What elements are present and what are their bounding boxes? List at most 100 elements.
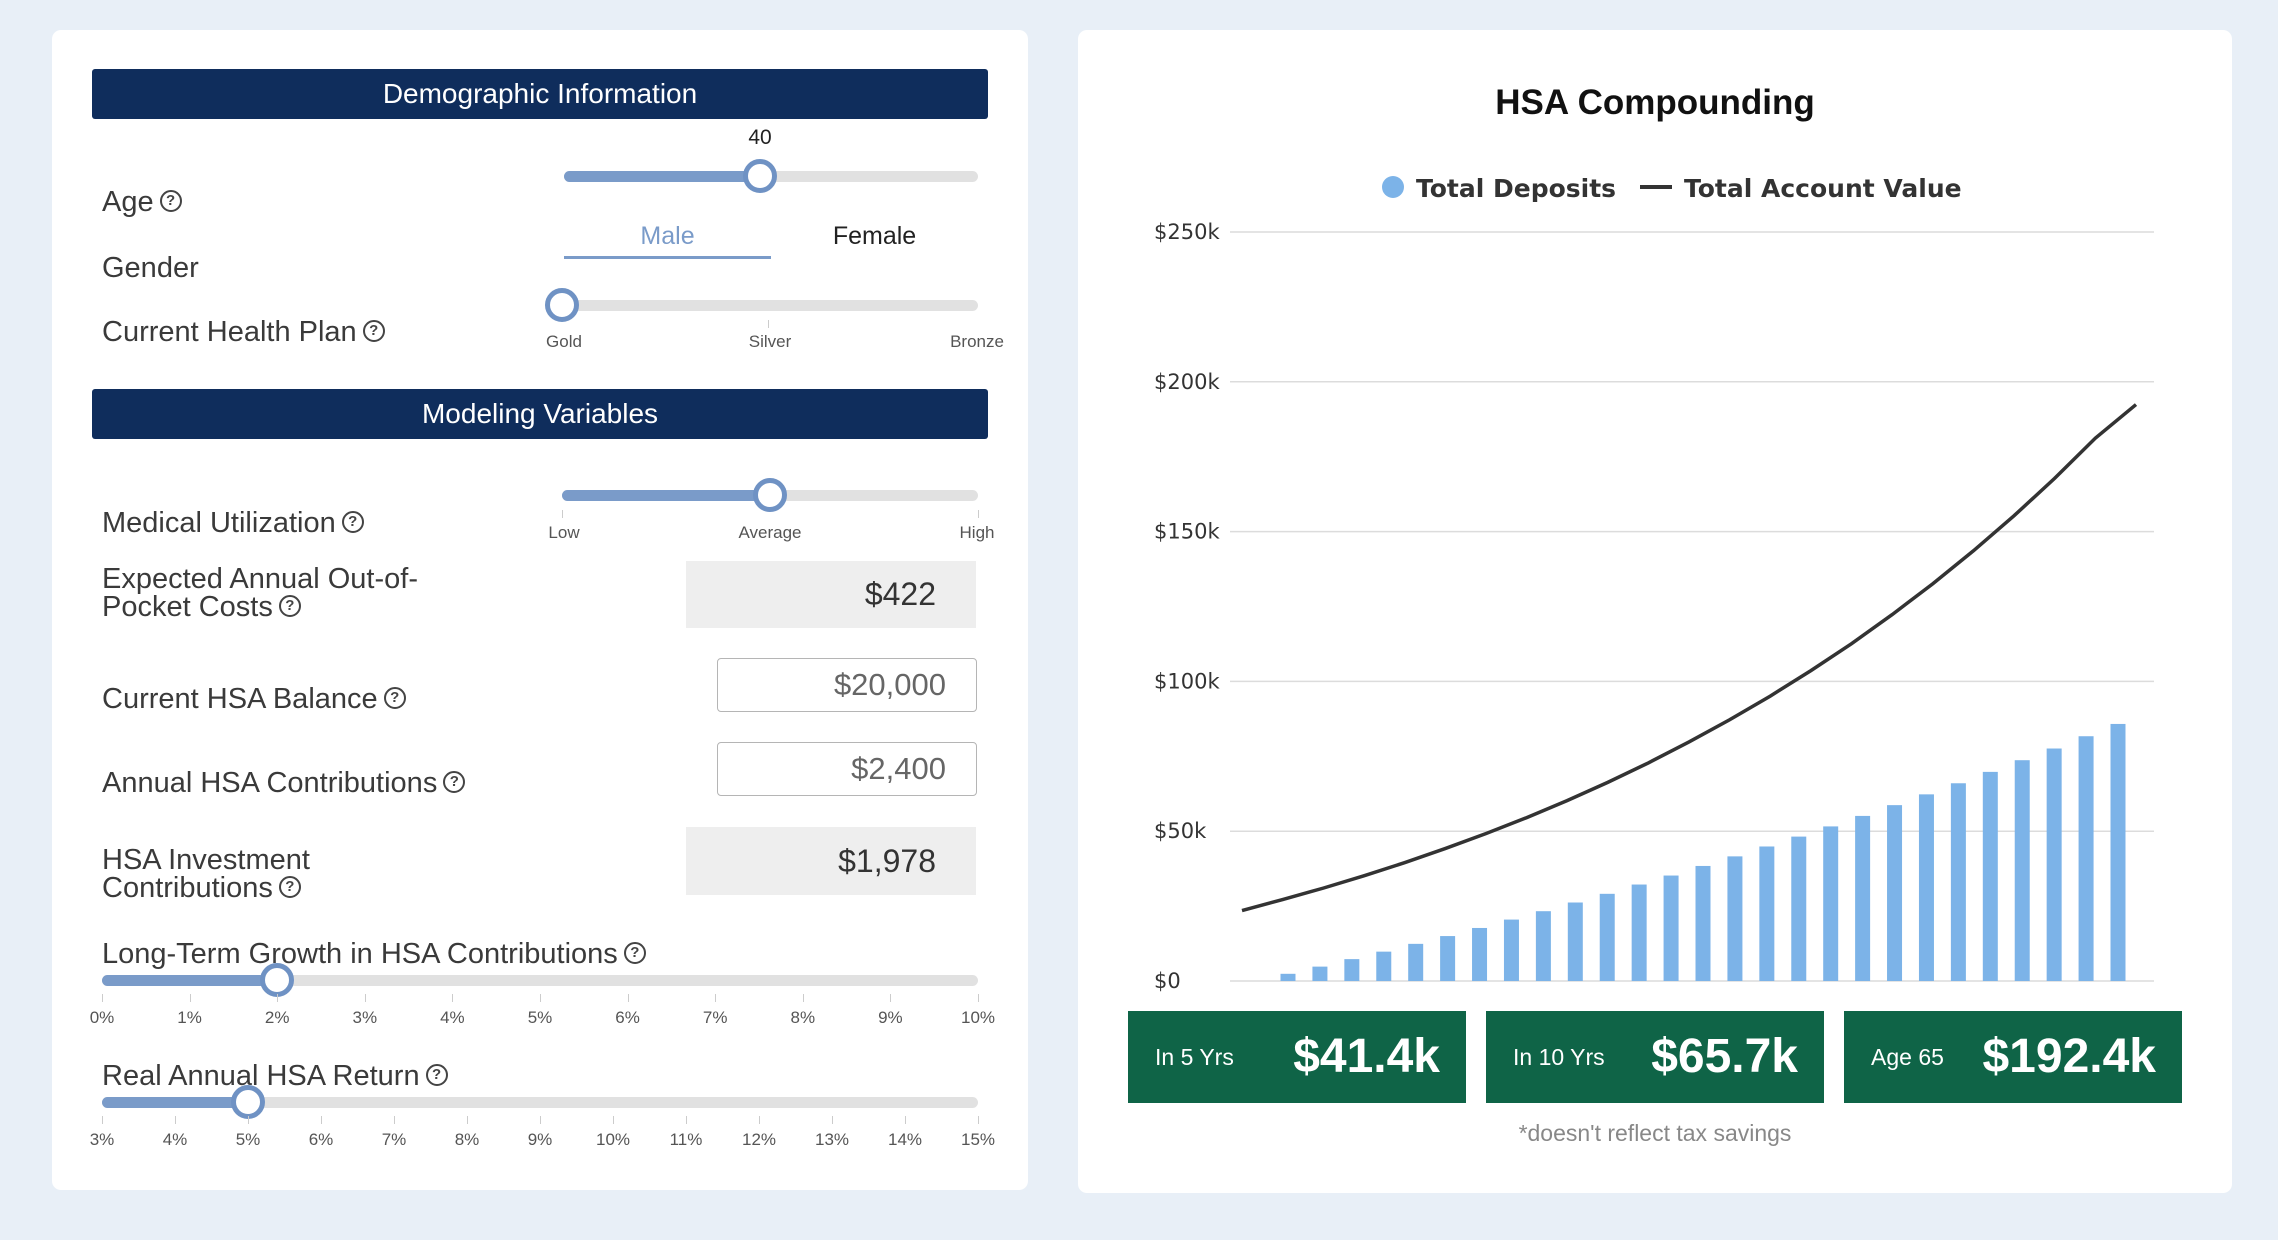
utilization-slider[interactable] (562, 478, 978, 512)
scale-tick (905, 1116, 906, 1124)
utilization-slider-fill (562, 490, 770, 501)
invest-value: $1,978 (686, 827, 976, 895)
footnote: *doesn't reflect tax savings (1518, 1120, 1792, 1146)
balance-label-text: Current HSA Balance (102, 683, 378, 715)
scale-tick-label: 9% (878, 1008, 903, 1027)
growth-slider-thumb[interactable] (260, 963, 295, 997)
growth-slider[interactable] (102, 963, 978, 997)
deposit-bar[interactable] (2046, 748, 2062, 981)
deposit-bar[interactable] (1503, 919, 1519, 981)
deposit-bar[interactable] (1855, 815, 1871, 981)
scale-tick (540, 994, 541, 1002)
help-icon[interactable]: ? (159, 190, 182, 213)
growth-label-text: Long-Term Growth in HSA Contributions (102, 938, 618, 970)
modeling-header: Modeling Variables (92, 389, 988, 439)
return-slider[interactable] (102, 1085, 978, 1119)
help-icon[interactable]: ? (383, 687, 406, 710)
stat-value: $41.4k (1293, 1030, 1440, 1083)
legend-total-deposits[interactable]: Total Deposits (1382, 174, 1616, 203)
plan-label-text: Current Health Plan (102, 316, 357, 348)
plan-tick (768, 320, 769, 328)
help-icon[interactable]: ? (425, 1064, 448, 1087)
help-icon[interactable]: ? (443, 771, 466, 794)
y-tick-label: $150k (1154, 520, 1220, 544)
deposit-bar[interactable] (1759, 846, 1775, 981)
utilization-slider-thumb[interactable] (753, 478, 787, 512)
deposit-bar[interactable] (1312, 966, 1328, 981)
scale-tick (759, 1116, 760, 1124)
deposit-bar[interactable] (1950, 783, 1966, 981)
help-icon[interactable]: ? (341, 511, 364, 534)
deposit-bar[interactable] (2078, 736, 2094, 981)
contrib-label: Annual HSA Contributions? (102, 767, 466, 799)
deposit-bar[interactable] (1376, 951, 1392, 981)
help-icon[interactable]: ? (623, 942, 646, 965)
gender-tab-female[interactable]: Female (832, 222, 917, 250)
gender-label: Gender (102, 252, 199, 284)
account-value-line[interactable] (1241, 403, 2138, 913)
y-tick-label: $100k (1154, 669, 1220, 693)
deposit-bar[interactable] (1663, 875, 1679, 981)
gender-tab-male[interactable]: Male (564, 222, 771, 259)
deposit-bar[interactable] (1823, 826, 1839, 981)
oop-label-line2-wrap: Pocket Costs? (102, 593, 418, 622)
utilization-label-text: Medical Utilization (102, 507, 336, 539)
deposit-bar[interactable] (1599, 893, 1615, 981)
return-slider-fill (102, 1097, 248, 1108)
deposit-bar[interactable] (1440, 936, 1456, 981)
deposit-bar[interactable] (1631, 884, 1647, 981)
age-slider[interactable]: 40 (564, 126, 978, 193)
scale-tick (978, 994, 979, 1002)
deposit-bar[interactable] (2014, 760, 2030, 981)
deposit-bar[interactable] (1791, 836, 1807, 981)
scale-tick (102, 994, 103, 1002)
plan-slider-thumb[interactable] (545, 288, 579, 322)
deposit-bar[interactable] (1695, 865, 1711, 981)
deposit-bar[interactable] (1887, 805, 1903, 981)
utilization-option-low: Low (548, 523, 580, 542)
contrib-input[interactable]: $2,400 (717, 742, 977, 796)
help-icon[interactable]: ? (362, 320, 385, 343)
growth-label: Long-Term Growth in HSA Contributions? (102, 940, 646, 969)
deposit-bar[interactable] (1727, 856, 1743, 981)
scale-tick-label: 10% (960, 1008, 996, 1027)
help-icon[interactable]: ? (278, 876, 301, 899)
y-tick-label: $0 (1154, 969, 1181, 993)
invest-label-line2-wrap: Contributions? (102, 874, 310, 903)
scale-tick (175, 1116, 176, 1124)
chart-plot: $0 $50k $100k $150k $200k $250k (1154, 220, 2154, 993)
return-slider-thumb[interactable] (231, 1085, 265, 1119)
scale-tick (613, 1116, 614, 1124)
deposit-bar[interactable] (1408, 943, 1424, 981)
plan-slider[interactable] (545, 288, 978, 322)
scale-tick (627, 994, 629, 1002)
scale-tick (802, 994, 804, 1002)
deposit-bar[interactable] (1982, 771, 1998, 981)
age-slider-thumb[interactable] (743, 159, 777, 193)
balance-input[interactable]: $20,000 (717, 658, 977, 712)
return-label-text: Real Annual HSA Return (102, 1060, 420, 1092)
deposit-bar[interactable] (1918, 794, 1934, 981)
legend-line-icon (1640, 185, 1672, 189)
deposit-bar[interactable] (1567, 902, 1583, 981)
scale-tick-label: 10% (595, 1130, 631, 1149)
deposit-bar[interactable] (1535, 911, 1551, 981)
age-label: Age? (102, 188, 182, 217)
deposit-bar[interactable] (1280, 973, 1296, 981)
deposit-bar[interactable] (1472, 927, 1488, 981)
scale-tick-label: 15% (960, 1130, 996, 1149)
contrib-label-text: Annual HSA Contributions (102, 767, 438, 799)
legend-total-account-value[interactable]: Total Account Value (1640, 174, 1962, 203)
utilization-tick (562, 510, 563, 518)
deposit-bar[interactable] (1344, 959, 1360, 981)
scale-tick-label: 13% (814, 1130, 850, 1149)
inputs-panel: Demographic Information Age? 40 Gender M… (52, 30, 1028, 1190)
deposit-bar[interactable] (2110, 723, 2126, 981)
return-label: Real Annual HSA Return? (102, 1062, 448, 1091)
scale-tick-label: 12% (741, 1130, 777, 1149)
help-icon[interactable]: ? (278, 595, 301, 618)
scale-tick (715, 994, 717, 1002)
age-slider-fill (564, 171, 760, 182)
oop-value: $422 (686, 561, 976, 628)
stat-10-years: In 10 Yrs $65.7k (1486, 1011, 1824, 1103)
